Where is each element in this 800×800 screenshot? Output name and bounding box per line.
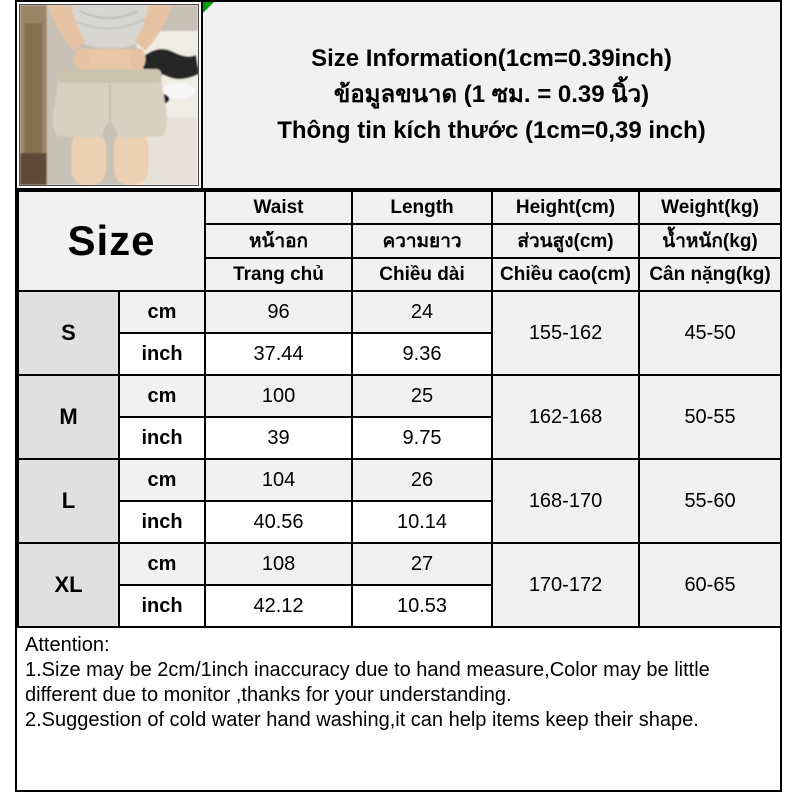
title-vietnamese: Thông tin kích thước (1cm=0,39 inch)	[277, 117, 706, 144]
length-inch-value: 9.75	[351, 416, 494, 460]
product-photo	[19, 4, 199, 186]
height-value: 162-168	[491, 374, 641, 460]
col-waist-th: หน้าอก	[204, 223, 354, 259]
unit-cm: cm	[117, 290, 207, 334]
length-cm-value: 25	[351, 374, 494, 418]
attention-section: Attention: 1.Size may be 2cm/1inch inacc…	[17, 628, 780, 790]
product-photo-illustration	[20, 5, 198, 185]
height-value: 168-170	[491, 458, 641, 544]
table-row: XL cm 108 27 170-172 60-65	[17, 542, 783, 628]
waist-cm-value: 104	[204, 458, 354, 502]
waist-cm-value: 108	[204, 542, 354, 586]
size-label-m: M	[17, 374, 120, 460]
table-row: inch 39 9.75	[18, 416, 781, 460]
col-waist-en: Waist	[204, 190, 354, 225]
waist-inch-value: 40.56	[204, 500, 354, 544]
model-legs	[71, 131, 107, 185]
header-row-th: หน้าอก ความยาว ส่วนสูง(cm) น้ำหนัก(kg)	[18, 223, 783, 259]
table-row: M cm 100 25 162-168 50-55	[17, 374, 783, 460]
attention-note-1: 1.Size may be 2cm/1inch inaccuracy due t…	[25, 659, 710, 706]
col-weight-en: Weight(kg)	[638, 190, 783, 225]
attention-heading: Attention:	[25, 634, 110, 656]
unit-cm: cm	[117, 458, 207, 502]
size-table: Size Waist Length Height(cm) Weight(kg) …	[16, 190, 783, 628]
title-english: Size Information(1cm=0.39inch)	[311, 45, 672, 72]
unit-cm: cm	[117, 374, 207, 418]
waist-cm-value: 100	[204, 374, 354, 418]
unit-cm: cm	[117, 542, 207, 586]
length-inch-value: 10.53	[351, 584, 494, 628]
title-thai: ข้อมูลขนาด (1 ซม. = 0.39 นิ้ว)	[333, 81, 650, 108]
product-photo-cell	[17, 2, 203, 188]
weight-value: 60-65	[638, 542, 783, 628]
size-chart-sheet: Size Information(1cm=0.39inch) ข้อมูลขนา…	[15, 0, 783, 792]
unit-inch: inch	[117, 416, 207, 460]
col-weight-th: น้ำหนัก(kg)	[638, 223, 783, 259]
attention-note-2: 2.Suggestion of cold water hand washing,…	[25, 709, 699, 731]
excel-corner-marker	[203, 2, 214, 13]
title-panel: Size Information(1cm=0.39inch) ข้อมูลขนา…	[203, 2, 780, 188]
header-row-vi: Trang chủ Chiều dài Chiều cao(cm) Cân nặ…	[18, 257, 783, 292]
waist-cm-value: 96	[204, 290, 354, 334]
unit-inch: inch	[117, 584, 207, 628]
height-value: 155-162	[491, 290, 641, 376]
col-length-en: Length	[351, 190, 494, 225]
unit-inch: inch	[117, 332, 207, 376]
size-label-l: L	[17, 458, 120, 544]
size-label-xl: XL	[17, 542, 120, 628]
col-length-vi: Chiều dài	[351, 257, 494, 292]
table-row: inch 37.44 9.36	[18, 332, 781, 376]
size-label-s: S	[17, 290, 120, 376]
length-cm-value: 24	[351, 290, 494, 334]
table-row: inch 42.12 10.53	[18, 584, 781, 628]
waist-inch-value: 39	[204, 416, 354, 460]
weight-value: 50-55	[638, 374, 783, 460]
col-height-th: ส่วนสูง(cm)	[491, 223, 641, 259]
length-cm-value: 27	[351, 542, 494, 586]
length-cm-value: 26	[351, 458, 494, 502]
col-height-en: Height(cm)	[491, 190, 641, 225]
table-row: L cm 104 26 168-170 55-60	[17, 458, 783, 544]
col-waist-vi: Trang chủ	[204, 257, 354, 292]
unit-inch: inch	[117, 500, 207, 544]
length-inch-value: 10.14	[351, 500, 494, 544]
weight-value: 45-50	[638, 290, 783, 376]
waist-inch-value: 42.12	[204, 584, 354, 628]
lifted-top	[57, 5, 163, 48]
header-row-en: Size Waist Length Height(cm) Weight(kg)	[16, 190, 783, 292]
col-length-th: ความยาว	[351, 223, 494, 259]
model-arm-left	[47, 5, 86, 51]
col-weight-vi: Cân nặng(kg)	[638, 257, 783, 292]
height-value: 170-172	[491, 542, 641, 628]
header-section: Size Information(1cm=0.39inch) ข้อมูลขนา…	[17, 2, 780, 190]
weight-value: 55-60	[638, 458, 783, 544]
waist-inch-value: 37.44	[204, 332, 354, 376]
col-height-vi: Chiều cao(cm)	[491, 257, 641, 292]
size-header: Size	[16, 190, 207, 292]
table-row: S cm 96 24 155-162 45-50	[17, 290, 783, 376]
table-row: inch 40.56 10.14	[18, 500, 781, 544]
length-inch-value: 9.36	[351, 332, 494, 376]
model-arm-right	[134, 5, 173, 51]
